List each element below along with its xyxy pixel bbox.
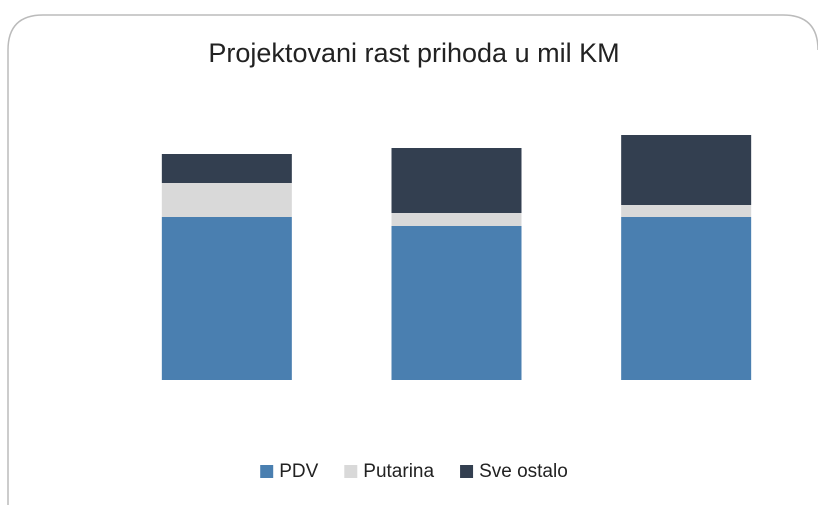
bar-segment xyxy=(391,148,522,213)
legend-item: Sve ostalo xyxy=(460,461,568,482)
legend-label: PDV xyxy=(279,461,318,482)
bar-segment xyxy=(621,135,752,205)
bar-segment xyxy=(161,217,292,380)
legend-label: Putarina xyxy=(363,461,434,482)
legend-item: Putarina xyxy=(344,461,434,482)
bar-segment xyxy=(621,205,752,217)
legend-swatch xyxy=(344,465,358,478)
bar-segment xyxy=(161,154,292,183)
bar-segment xyxy=(161,183,292,217)
legend-swatch xyxy=(260,465,274,478)
legend-label: Sve ostalo xyxy=(479,461,568,482)
frame xyxy=(7,14,818,505)
legend-swatch xyxy=(460,465,474,478)
bar-segment xyxy=(391,213,522,226)
legend-item: PDV xyxy=(260,461,319,482)
bar-segment xyxy=(391,226,522,380)
bar-segment xyxy=(621,217,752,380)
chart-title: Projektovani rast prihoda u mil KM xyxy=(208,38,619,68)
